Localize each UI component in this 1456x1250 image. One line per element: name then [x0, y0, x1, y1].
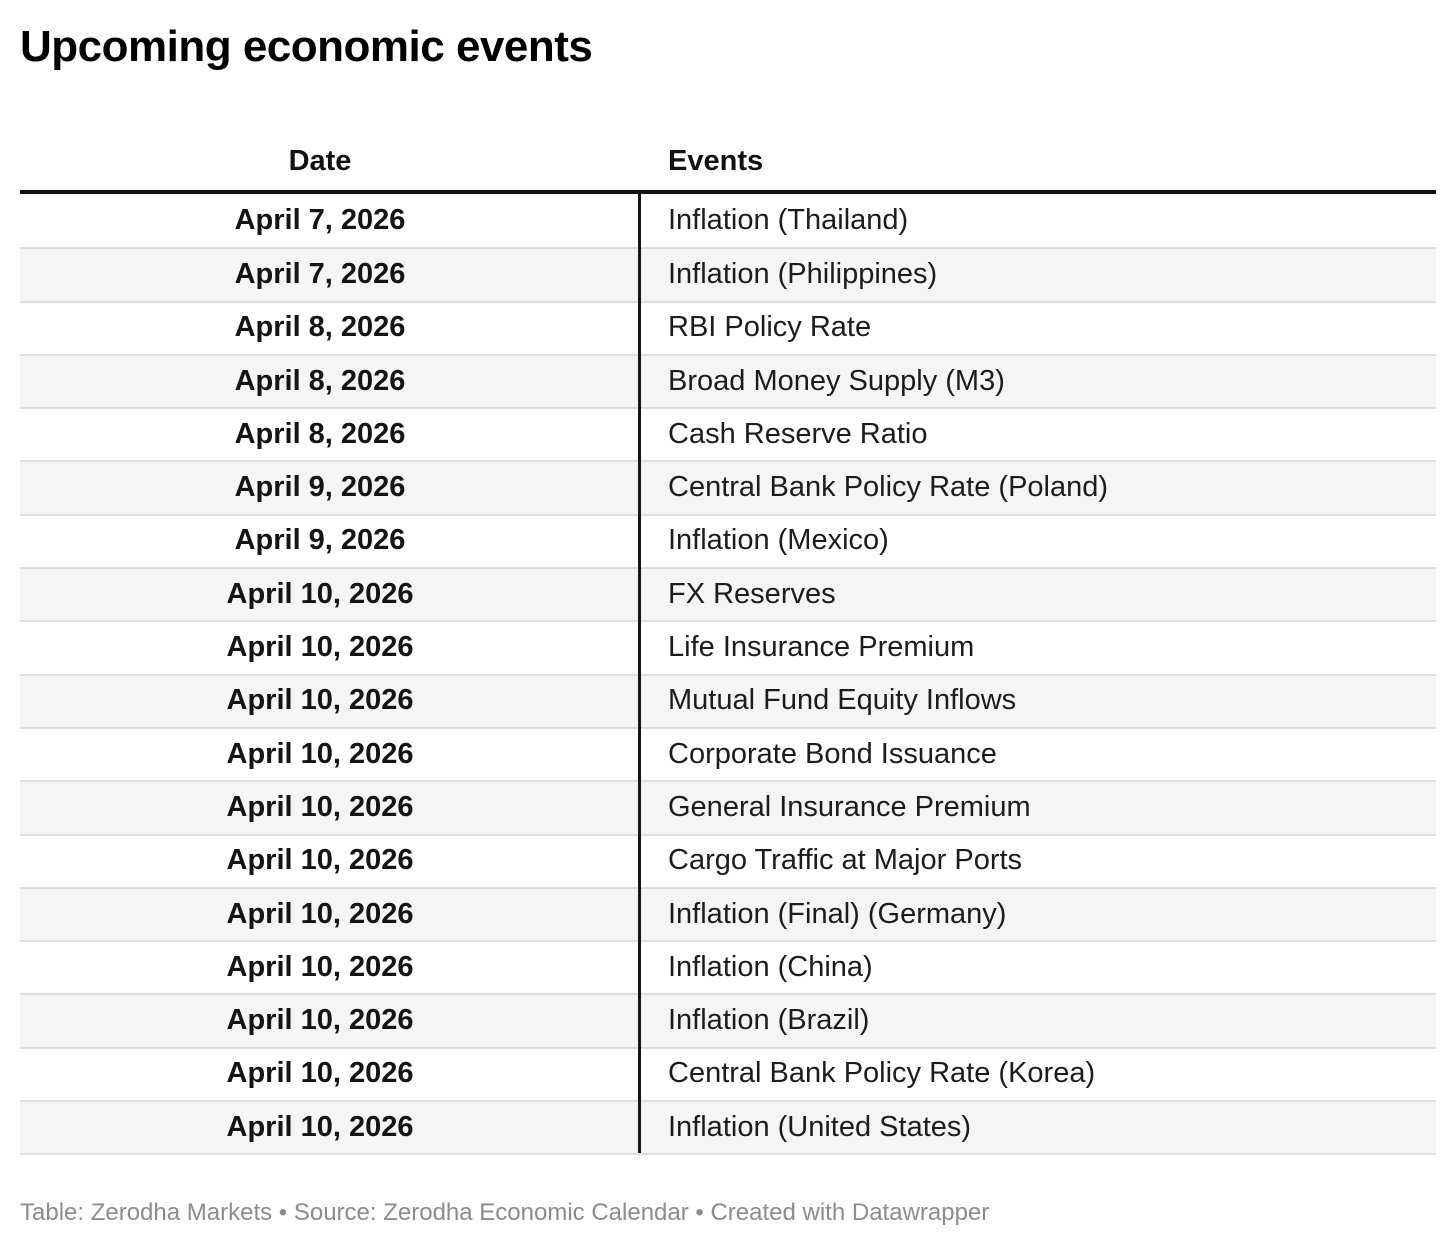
- table-header-row: Date Events: [20, 114, 1436, 194]
- table-row: April 10, 2026 Mutual Fund Equity Inflow…: [20, 673, 1436, 727]
- event-cell: Broad Money Supply (M3): [668, 364, 1005, 397]
- date-cell: April 10, 2026: [226, 737, 414, 770]
- table-row: April 10, 2026 General Insurance Premium: [20, 780, 1436, 834]
- column-header-date: Date: [288, 145, 352, 177]
- event-cell: RBI Policy Rate: [668, 311, 872, 344]
- date-cell: April 10, 2026: [226, 684, 414, 717]
- event-cell: General Insurance Premium: [668, 790, 1031, 823]
- event-cell: Inflation (Philippines): [668, 258, 938, 290]
- event-cell: FX Reserves: [668, 577, 836, 610]
- date-cell: April 10, 2026: [226, 950, 414, 983]
- date-cell: April 10, 2026: [226, 1057, 414, 1090]
- event-cell: Inflation (Mexico): [668, 524, 889, 557]
- date-cell: April 10, 2026: [226, 790, 414, 823]
- date-cell: April 7, 2026: [234, 203, 406, 236]
- table-row: April 8, 2026 RBI Policy Rate: [20, 300, 1436, 354]
- date-cell: April 8, 2026: [234, 417, 406, 450]
- event-cell: Cargo Traffic at Major Ports: [668, 844, 1023, 877]
- date-cell: April 10, 2026: [226, 897, 414, 930]
- table-body: April 7, 2026 Inflation (Thailand) April…: [20, 194, 1436, 1156]
- table-row: April 10, 2026 Inflation (Brazil): [20, 993, 1436, 1047]
- date-cell: April 10, 2026: [226, 631, 414, 664]
- chart-footer-attribution: Table: Zerodha Markets • Source: Zerodha…: [20, 1199, 990, 1227]
- event-cell: Central Bank Policy Rate (Poland): [668, 471, 1109, 504]
- event-cell: Inflation (United States): [668, 1110, 972, 1143]
- table-row: April 9, 2026 Inflation (Mexico): [20, 513, 1436, 568]
- column-header-events: Events: [668, 145, 764, 177]
- event-cell: Central Bank Policy Rate (Korea): [668, 1057, 1096, 1090]
- date-cell: April 10, 2026: [226, 1004, 414, 1037]
- table-row: April 10, 2026 Life Insurance Premium: [20, 620, 1436, 674]
- table-row: April 10, 2026 Inflation (United States): [20, 1100, 1436, 1154]
- date-cell: April 7, 2026: [234, 258, 406, 290]
- event-cell: Inflation (Final) (Germany): [668, 897, 1007, 930]
- table-row: April 7, 2026 Inflation (Philippines): [20, 247, 1436, 301]
- date-cell: April 10, 2026: [226, 577, 414, 610]
- table-row: April 8, 2026 Cash Reserve Ratio: [20, 407, 1436, 461]
- table-row: April 10, 2026 Cargo Traffic at Major Po…: [20, 833, 1436, 887]
- table-row: April 9, 2026 Central Bank Policy Rate (…: [20, 460, 1436, 514]
- table-row: April 10, 2026 Inflation (Final) (German…: [20, 886, 1436, 941]
- event-cell: Cash Reserve Ratio: [668, 417, 928, 450]
- column-divider-line: [638, 194, 641, 1154]
- date-cell: April 8, 2026: [234, 364, 406, 397]
- table-row: April 7, 2026 Inflation (Thailand): [20, 194, 1436, 248]
- date-cell: April 9, 2026: [234, 524, 406, 557]
- table-row: April 10, 2026 Corporate Bond Issuance: [20, 726, 1436, 781]
- datawrapper-table-chart: Upcoming economic events Date Events Apr…: [0, 22, 1456, 1227]
- event-cell: Corporate Bond Issuance: [668, 737, 997, 770]
- table-row: April 8, 2026 Broad Money Supply (M3): [20, 353, 1436, 408]
- table-row: April 10, 2026 FX Reserves: [20, 567, 1436, 621]
- event-cell: Mutual Fund Equity Inflows: [668, 684, 1017, 717]
- event-cell: Inflation (Thailand): [668, 203, 909, 236]
- event-cell: Inflation (China): [668, 950, 873, 983]
- event-cell: Life Insurance Premium: [668, 631, 975, 664]
- date-cell: April 9, 2026: [234, 471, 406, 504]
- chart-title: Upcoming economic events: [20, 22, 593, 71]
- date-cell: April 8, 2026: [234, 311, 406, 344]
- event-cell: Inflation (Brazil): [668, 1004, 870, 1037]
- date-cell: April 10, 2026: [226, 1110, 414, 1143]
- date-cell: April 10, 2026: [226, 844, 414, 877]
- table-row: April 10, 2026 Central Bank Policy Rate …: [20, 1046, 1436, 1101]
- table-row: April 10, 2026 Inflation (China): [20, 940, 1436, 994]
